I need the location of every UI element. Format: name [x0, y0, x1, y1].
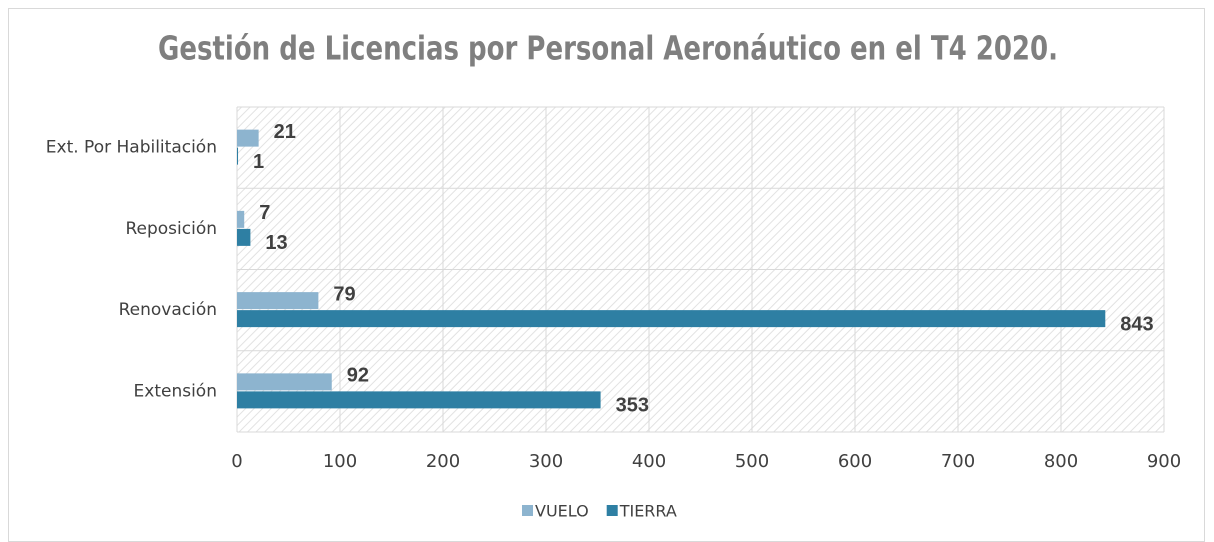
x-tick-label: 200	[426, 451, 460, 472]
data-label: 79	[333, 283, 355, 305]
data-label: 21	[274, 121, 296, 143]
y-tick-label: Extensión	[134, 381, 217, 401]
bar	[237, 210, 245, 228]
legend-label: TIERRA	[619, 502, 677, 521]
x-tick-label: 300	[529, 451, 563, 472]
x-tick-label: 0	[231, 451, 242, 472]
x-tick-label: 600	[838, 451, 872, 472]
x-tick-label: 100	[323, 451, 357, 472]
data-label: 7	[259, 202, 270, 224]
y-tick-label: Renovación	[119, 300, 217, 320]
data-label: 843	[1120, 313, 1153, 335]
bar	[237, 129, 259, 147]
x-tick-label: 500	[735, 451, 769, 472]
y-tick-label: Ext. Por Habilitación	[46, 138, 217, 158]
bar	[237, 373, 332, 391]
x-tick-label: 700	[941, 451, 975, 472]
y-tick-label: Reposición	[125, 219, 217, 239]
x-tick-label: 800	[1044, 451, 1078, 472]
x-tick-label: 400	[632, 451, 666, 472]
bar	[237, 147, 239, 165]
data-label: 1	[253, 151, 264, 173]
legend-label: VUELO	[535, 502, 589, 521]
bar	[237, 310, 1106, 328]
bar	[237, 391, 601, 409]
x-tick-label: 900	[1147, 451, 1181, 472]
bar	[237, 292, 319, 310]
legend-swatch	[522, 505, 533, 516]
data-label: 353	[616, 395, 649, 417]
chart-title: Gestión de Licencias por Personal Aeroná…	[158, 29, 1058, 68]
data-label: 13	[265, 232, 287, 254]
data-label: 92	[347, 365, 369, 387]
legend-swatch	[606, 505, 618, 516]
bar	[237, 228, 251, 246]
